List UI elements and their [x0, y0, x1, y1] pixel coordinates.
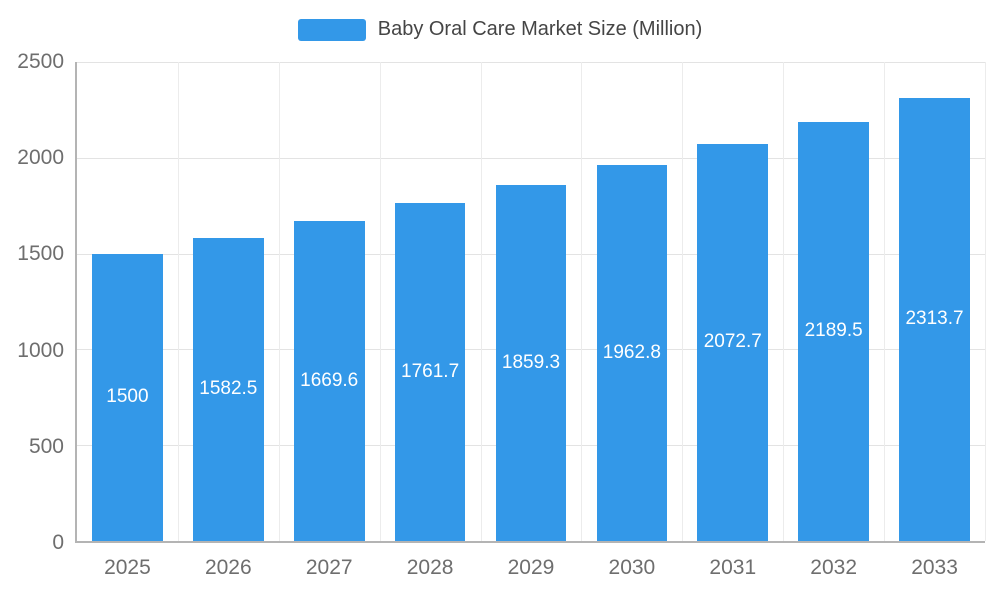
y-tick-label: 1500	[17, 242, 64, 266]
legend-swatch-icon	[297, 18, 366, 41]
plot-area: 1500 1582.5 1669.6 1761.7 1859.3 1962.8 2072.7…	[75, 62, 986, 543]
y-axis-labels: 0 500 1000 1500 2000 2500	[0, 50, 64, 554]
y-tick-label: 1000	[17, 338, 64, 362]
x-tick-label: 2030	[608, 556, 656, 579]
bar-value-label: 1962.8	[602, 341, 661, 363]
x-tick-label: 2031	[709, 556, 757, 579]
y-tick-label: 0	[52, 531, 64, 554]
bar-value-label: 1582.5	[199, 378, 258, 400]
v-gridline	[884, 62, 886, 541]
x-tick-label: 2029	[507, 556, 555, 579]
legend-item[interactable]: Baby Oral Care Market Size (Million)	[0, 18, 1000, 41]
bar-value-label: 2072.7	[703, 331, 762, 353]
y-tick-label: 500	[28, 434, 64, 458]
v-gridline	[682, 62, 684, 541]
bar[interactable]: 2072.7	[697, 143, 769, 541]
x-tick-label: 2028	[406, 556, 454, 579]
x-tick-label: 2033	[911, 556, 958, 579]
bar-value-label: 2313.7	[905, 308, 964, 330]
legend-label: Baby Oral Care Market Size (Million)	[377, 18, 703, 40]
v-gridline	[985, 62, 986, 541]
bar[interactable]: 1761.7	[394, 203, 466, 541]
bar[interactable]: 1582.5	[193, 237, 264, 541]
bar[interactable]: 1500	[92, 253, 163, 541]
y-tick-label: 2500	[17, 50, 64, 73]
x-tick-label: 2032	[810, 556, 858, 579]
bar[interactable]: 2189.5	[798, 121, 869, 541]
bar-value-label: 1761.7	[401, 361, 460, 383]
bar-value-label: 1500	[106, 386, 149, 408]
bar[interactable]: 1859.3	[495, 184, 567, 541]
bar[interactable]: 1669.6	[293, 221, 365, 541]
x-axis-labels: 2025 2026 2027 2028 2029 2030 2031 2032 2033	[77, 556, 985, 586]
v-gridline	[379, 62, 381, 541]
v-gridline	[177, 62, 179, 541]
x-tick-label: 2026	[204, 556, 252, 579]
y-tick-label: 2000	[17, 146, 64, 170]
h-gridline	[77, 157, 985, 159]
h-gridline	[77, 62, 985, 63]
v-gridline	[480, 62, 482, 541]
v-gridline	[278, 62, 280, 541]
bar[interactable]: 1962.8	[596, 164, 668, 541]
bar-value-label: 2189.5	[804, 320, 863, 342]
bar-value-label: 1669.6	[300, 370, 359, 392]
bar[interactable]: 2313.7	[899, 97, 970, 541]
x-tick-label: 2025	[104, 556, 151, 579]
v-gridline	[783, 62, 785, 541]
bar-value-label: 1859.3	[501, 351, 561, 373]
v-gridline	[581, 62, 583, 541]
x-tick-label: 2027	[305, 556, 353, 579]
